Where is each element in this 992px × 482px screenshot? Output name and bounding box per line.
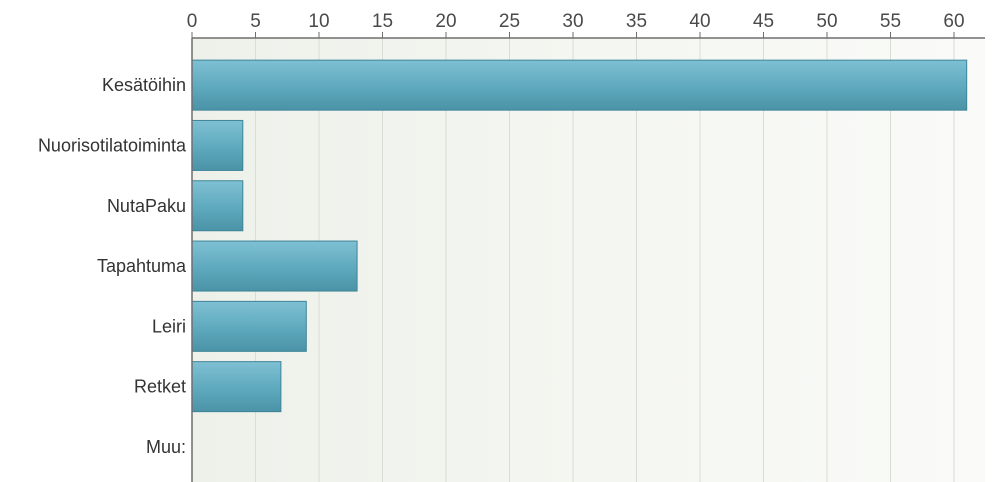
bar: [191, 180, 244, 232]
x-tick-label: 55: [880, 11, 901, 32]
bar: [191, 59, 968, 111]
category-label: Nuorisotilatoiminta: [38, 135, 187, 155]
category-labels: Kesätöihin Nuorisotilatoiminta NutaPaku Tap…: [38, 75, 187, 457]
bar: [191, 300, 307, 352]
x-tick-label: 30: [562, 11, 583, 32]
bars: [191, 59, 968, 413]
x-tick-label: 10: [308, 11, 329, 32]
x-tick-label: 60: [943, 11, 964, 32]
x-tick-label: 5: [250, 11, 261, 32]
category-label: Tapahtuma: [97, 256, 187, 276]
axes: [191, 32, 985, 482]
x-tick-label: 25: [499, 11, 520, 32]
bar: [191, 240, 358, 292]
x-tick-label: 40: [689, 11, 710, 32]
bar: [191, 119, 244, 171]
category-label: Muu:: [146, 437, 186, 457]
x-tick-label: 0: [187, 11, 198, 32]
x-tick-label: 20: [435, 11, 456, 32]
category-label: Leiri: [152, 316, 186, 336]
x-tick-labels: 0 5 10 15 20 25 30 35 40 45 50 55 60: [187, 11, 965, 32]
x-tick-label: 15: [372, 11, 393, 32]
category-label: NutaPaku: [107, 196, 186, 216]
x-tick-label: 45: [753, 11, 774, 32]
bar: [191, 361, 282, 413]
x-tick-label: 35: [626, 11, 647, 32]
x-tick-label: 50: [816, 11, 837, 32]
category-label: Kesätöihin: [102, 75, 186, 95]
category-label: Retket: [134, 377, 186, 397]
